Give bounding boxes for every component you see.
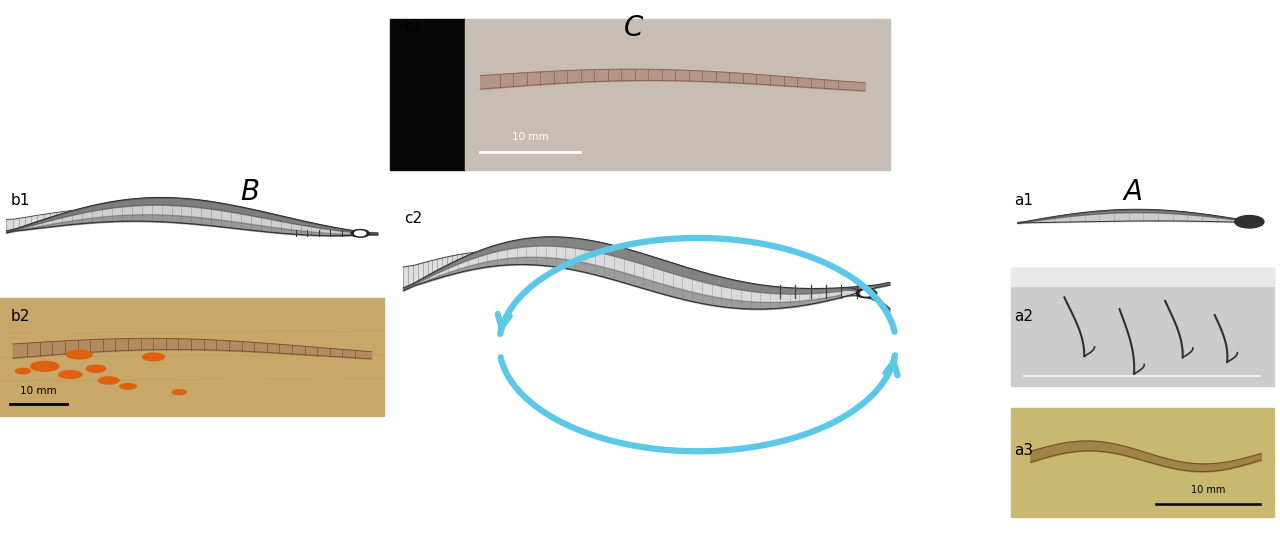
Text: a3: a3 bbox=[1014, 443, 1033, 458]
Circle shape bbox=[351, 230, 369, 237]
Text: b2: b2 bbox=[10, 309, 29, 324]
Ellipse shape bbox=[99, 377, 119, 384]
Circle shape bbox=[1235, 216, 1263, 228]
Ellipse shape bbox=[15, 368, 31, 374]
Ellipse shape bbox=[87, 365, 105, 372]
Ellipse shape bbox=[31, 362, 59, 371]
Text: 10 mm: 10 mm bbox=[20, 386, 56, 395]
Circle shape bbox=[856, 289, 877, 298]
Text: a1: a1 bbox=[1014, 193, 1033, 207]
Text: c2: c2 bbox=[404, 211, 422, 225]
Bar bbox=[1011, 408, 1274, 517]
Ellipse shape bbox=[143, 353, 165, 361]
Ellipse shape bbox=[67, 350, 92, 359]
Bar bbox=[0, 298, 384, 416]
Ellipse shape bbox=[59, 371, 82, 379]
Text: 10 mm: 10 mm bbox=[512, 132, 549, 143]
Bar bbox=[1011, 268, 1274, 286]
Circle shape bbox=[355, 231, 366, 236]
Text: c1: c1 bbox=[404, 19, 422, 34]
Text: A: A bbox=[1124, 178, 1142, 206]
Ellipse shape bbox=[173, 389, 187, 395]
Bar bbox=[1011, 268, 1274, 386]
Text: C: C bbox=[623, 14, 644, 42]
Bar bbox=[466, 19, 890, 170]
Text: 10 mm: 10 mm bbox=[1190, 485, 1225, 495]
Text: a2: a2 bbox=[1014, 309, 1033, 324]
Circle shape bbox=[860, 290, 873, 296]
Bar bbox=[390, 19, 466, 170]
Text: b1: b1 bbox=[10, 193, 29, 207]
Ellipse shape bbox=[120, 383, 136, 389]
Text: B: B bbox=[241, 178, 259, 206]
